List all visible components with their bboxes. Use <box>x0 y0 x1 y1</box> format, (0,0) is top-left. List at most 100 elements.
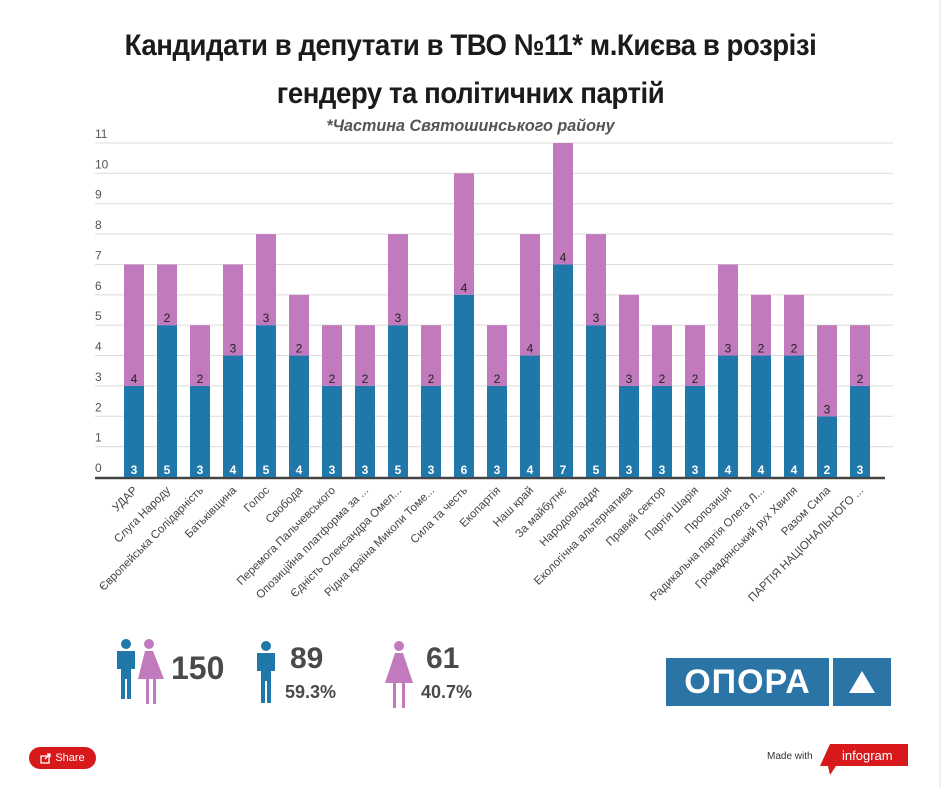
data-label-male: 3 <box>626 463 633 477</box>
bar-segment-male <box>520 355 540 477</box>
infogram-logo <box>820 744 908 775</box>
bar-segment-male <box>421 385 441 477</box>
data-label-male: 3 <box>857 463 864 477</box>
chart-subtitle: *Частина Святошинського району <box>326 116 615 135</box>
bar-segment-female <box>685 325 705 386</box>
y-tick-label: 11 <box>95 127 108 141</box>
bar-segment-male <box>157 325 177 477</box>
bar-segment-female <box>619 294 639 386</box>
data-label-female: 3 <box>725 342 732 356</box>
data-label-male: 7 <box>560 463 567 477</box>
data-label-male: 5 <box>164 463 171 477</box>
male-count: 89 <box>290 642 324 675</box>
opora-logo-text: ОПОРА <box>666 658 829 706</box>
infogram-text: infogram <box>842 748 893 763</box>
bar-segment-female <box>124 264 144 386</box>
bars <box>124 143 870 477</box>
data-label-male: 4 <box>791 463 798 477</box>
y-tick-label: 6 <box>95 279 102 293</box>
bar-segment-female <box>487 325 507 386</box>
bar-segment-female <box>751 294 771 356</box>
data-label-male: 6 <box>461 463 468 477</box>
data-label-male: 4 <box>527 463 534 477</box>
data-label-female: 2 <box>791 342 798 356</box>
data-label-male: 4 <box>296 463 303 477</box>
data-label-male: 5 <box>395 463 402 477</box>
data-label-male: 3 <box>494 463 501 477</box>
scrollbar-track[interactable] <box>939 0 941 788</box>
data-label-male: 4 <box>230 463 237 477</box>
bar-segment-female <box>784 294 804 356</box>
data-label-female: 4 <box>560 250 567 264</box>
total-summary: 150 <box>114 636 234 711</box>
triangle-icon <box>833 658 891 706</box>
data-label-female: 3 <box>593 311 600 325</box>
bar-segment-male <box>355 385 375 477</box>
bar-segment-female <box>586 234 606 326</box>
female-percent: 40.7% <box>421 682 473 702</box>
data-label-male: 3 <box>197 463 204 477</box>
bar-segment-male <box>124 385 144 477</box>
data-label-female: 4 <box>131 372 138 386</box>
male-summary: 89 59.3% <box>254 636 364 711</box>
bar-segment-male <box>784 355 804 477</box>
female-summary: 61 40.7% <box>384 636 494 711</box>
data-label-female: 2 <box>659 372 666 386</box>
bar-segment-female <box>157 264 177 326</box>
male-icon <box>257 641 275 703</box>
data-label-female: 3 <box>263 311 270 325</box>
opora-logo: ОПОРА <box>666 658 891 706</box>
bar-segment-female <box>289 294 309 356</box>
male-female-icon <box>117 639 164 704</box>
bar-segment-male <box>850 385 870 477</box>
bar-segment-female <box>454 173 474 295</box>
bar-segment-male <box>718 355 738 477</box>
y-tick-label: 5 <box>95 309 102 323</box>
x-tick-label: УДАР <box>110 484 140 514</box>
data-label-female: 2 <box>164 311 171 325</box>
chart-title: Кандидати в депутати в ТВО №11* м.Києва … <box>38 22 904 118</box>
share-label: Share <box>55 752 85 764</box>
data-label-female: 3 <box>824 402 831 416</box>
bar-segment-male <box>289 355 309 477</box>
bar-segment-male <box>817 416 837 477</box>
x-tick-label: Сила та честь <box>408 485 470 547</box>
share-icon <box>40 752 51 764</box>
bar-segment-female <box>223 264 243 356</box>
data-label-male: 4 <box>758 463 765 477</box>
y-axis-ticks: 0 1 2 3 4 5 6 7 8 9 10 11 <box>95 127 109 475</box>
bar-segment-female <box>652 325 672 386</box>
data-label-male: 3 <box>131 463 138 477</box>
data-label-female: 2 <box>692 372 699 386</box>
data-label-female: 2 <box>329 372 336 386</box>
made-with-label: Made with <box>767 751 813 762</box>
data-label-female: 2 <box>758 342 765 356</box>
bar-segment-female <box>388 234 408 326</box>
bar-segment-male <box>388 325 408 477</box>
title-line-2: гендеру та політичних партій <box>276 77 665 110</box>
bar-segment-female <box>355 325 375 386</box>
bar-segment-male <box>586 325 606 477</box>
bar-segment-male <box>223 355 243 477</box>
data-label-female: 3 <box>626 372 633 386</box>
bar-segment-female <box>553 143 573 265</box>
bar-segment-female <box>850 325 870 386</box>
bar-segment-male <box>751 355 771 477</box>
share-button[interactable]: Share <box>29 747 96 769</box>
data-label-female: 2 <box>494 372 501 386</box>
data-label-female: 2 <box>362 372 369 386</box>
y-tick-label: 9 <box>95 188 102 202</box>
data-label-male: 5 <box>593 463 600 477</box>
title-line-1: Кандидати в депутати в ТВО №11* м.Києва … <box>124 29 817 62</box>
bar-segment-female <box>256 234 276 326</box>
total-count: 150 <box>171 650 225 686</box>
bar-segment-female <box>322 325 342 386</box>
bar-segment-male <box>553 264 573 477</box>
y-tick-label: 1 <box>95 431 102 445</box>
y-tick-label: 0 <box>95 461 102 475</box>
bar-segment-male <box>322 385 342 477</box>
x-tick-label: Правий сектор <box>604 485 668 549</box>
infogram-badge[interactable]: infogram <box>820 744 908 775</box>
data-label-female: 2 <box>296 342 303 356</box>
